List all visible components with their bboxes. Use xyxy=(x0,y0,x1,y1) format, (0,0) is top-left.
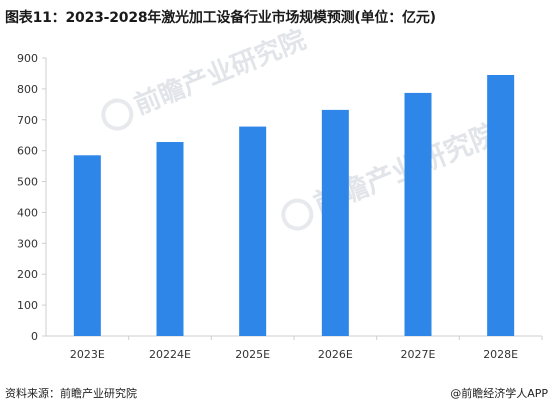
bars xyxy=(73,74,515,336)
bar xyxy=(239,126,267,336)
brand-credit: @前瞻经济学人APP xyxy=(450,387,548,400)
watermark-logo-icon xyxy=(101,98,134,131)
axes xyxy=(42,57,543,340)
bar xyxy=(321,109,349,336)
x-tick-label: 2025E xyxy=(235,348,270,361)
tick-labels: 0 100 200 300 400 500 600 700 800 900 2023E 20224E 2… xyxy=(17,52,518,361)
y-tick-label: 100 xyxy=(17,299,38,312)
y-tick-label: 500 xyxy=(17,176,38,189)
watermark-mark: 前瞻产业研究院 xyxy=(101,24,310,131)
y-tick-label: 400 xyxy=(17,206,38,219)
bar xyxy=(487,74,515,336)
watermark-mark: 前瞻产业研究院 xyxy=(281,117,503,231)
y-tick-label: 800 xyxy=(17,83,38,96)
watermark-text: 前瞻产业研究院 xyxy=(130,24,310,121)
y-tick-label: 300 xyxy=(17,237,38,250)
y-tick-label: 900 xyxy=(17,52,38,65)
bar xyxy=(404,92,432,336)
source-note: 资料来源：前瞻产业研究院 xyxy=(5,387,137,400)
x-tick-label: 2023E xyxy=(70,348,105,361)
x-tick-label: 2028E xyxy=(483,348,518,361)
y-tick-label: 600 xyxy=(17,145,38,158)
y-tick-label: 700 xyxy=(17,114,38,127)
x-tick-label: 2027E xyxy=(401,348,436,361)
y-tick-label: 200 xyxy=(17,268,38,281)
watermark-logo-icon xyxy=(281,198,314,231)
x-tick-label: 2026E xyxy=(318,348,353,361)
bar xyxy=(156,142,184,336)
chart-title: 图表11：2023-2028年激光加工设备行业市场规模预测(单位：亿元) xyxy=(5,10,436,26)
bar-chart: 前瞻产业研究院前瞻产业研究院 0 100 200 300 400 500 600 700 800… xyxy=(17,24,543,361)
x-tick-label: 20224E xyxy=(149,348,191,361)
bar xyxy=(73,155,101,336)
y-tick-label: 0 xyxy=(31,330,38,343)
